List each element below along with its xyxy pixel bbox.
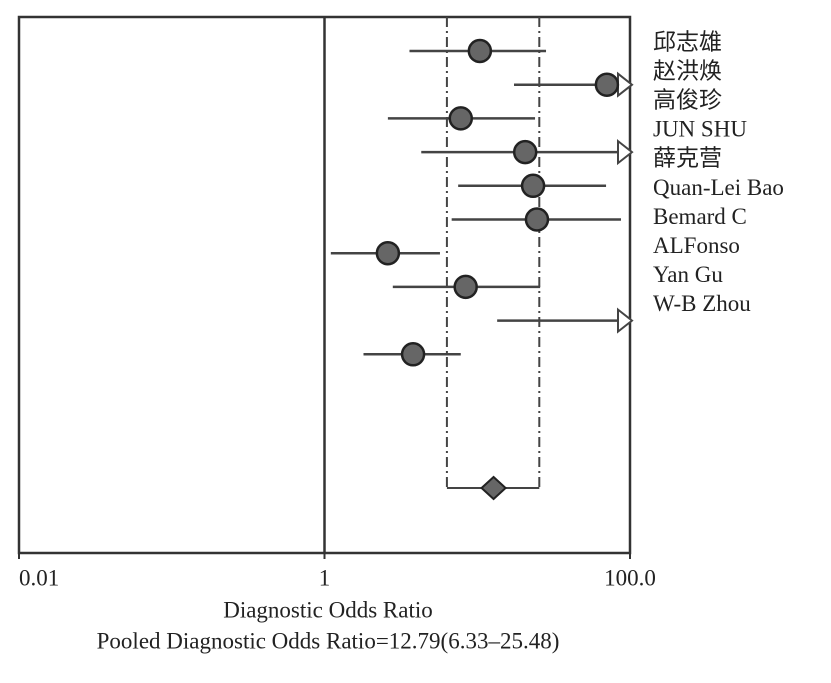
study-label: 邱志雄 [653, 29, 722, 54]
study-label: 薛克营 [653, 146, 722, 171]
estimate-point [512, 139, 538, 165]
estimate-point [400, 342, 426, 367]
pooled-note: Pooled Diagnostic Odds Ratio=12.79(6.33–… [97, 628, 560, 653]
estimate-point [594, 72, 620, 97]
ci-arrow [617, 139, 634, 166]
x-axis-label: Diagnostic Odds Ratio [223, 597, 433, 622]
study-label: Yan Gu [653, 262, 723, 287]
study-label: 高俊珍 [653, 87, 722, 112]
ci-arrow [617, 307, 634, 334]
x-tick-label: 0.01 [19, 565, 59, 590]
study-label: 赵洪焕 [653, 58, 722, 83]
study-label: ALFonso [653, 233, 740, 258]
study-label: Quan-Lei Bao [653, 175, 784, 200]
x-tick-label: 1 [319, 565, 331, 590]
estimate-point [520, 173, 546, 199]
x-tick-label: 100.0 [604, 565, 656, 590]
estimate-point [453, 274, 478, 300]
study-label: Bemard C [653, 204, 747, 229]
estimate-point [467, 38, 493, 64]
study-label: W-B Zhou [653, 291, 751, 316]
estimate-point [375, 240, 401, 266]
estimate-point [524, 207, 550, 232]
pooled-diamond [480, 475, 508, 501]
study-label: JUN SHU [653, 117, 747, 142]
estimate-point [448, 106, 474, 131]
